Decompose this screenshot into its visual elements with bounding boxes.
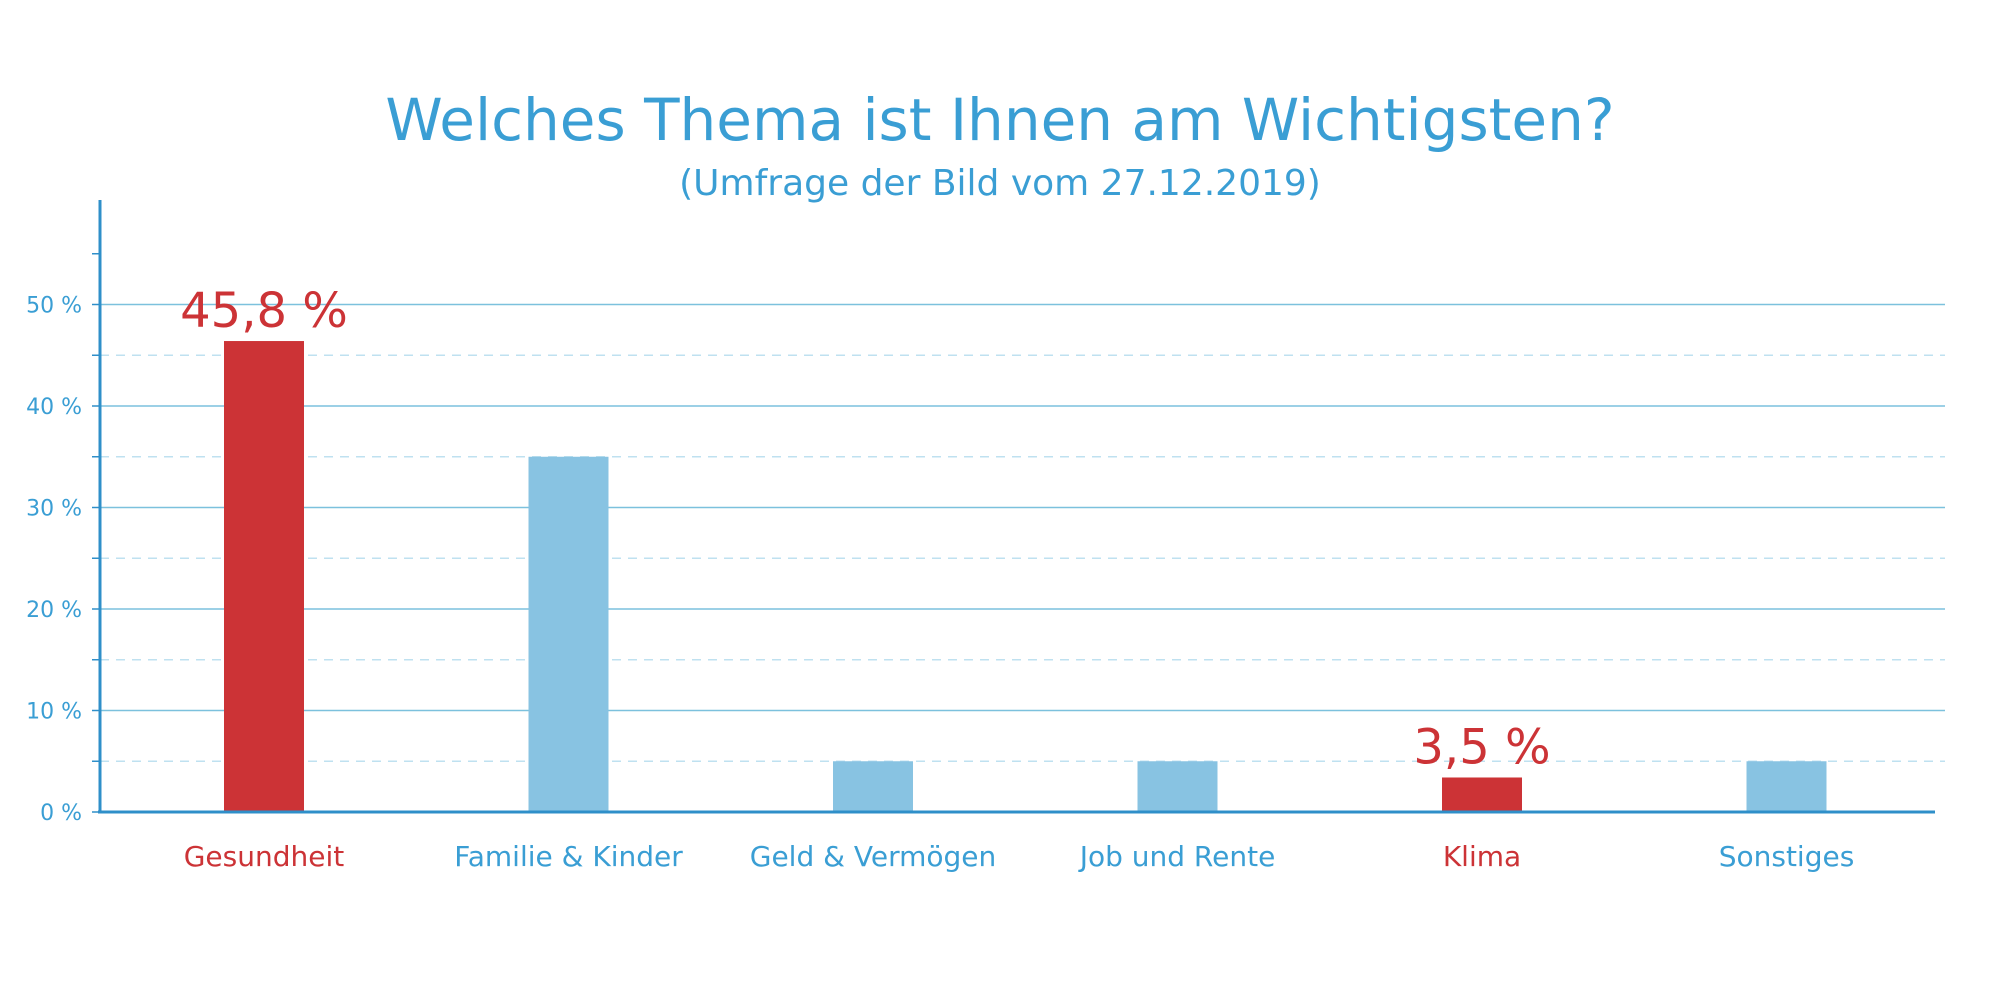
x-category-label: Sonstiges: [1719, 840, 1855, 873]
x-category-label: Job und Rente: [1078, 840, 1276, 873]
x-category-label: Familie & Kinder: [454, 840, 683, 873]
chart-subtitle: (Umfrage der Bild vom 27.12.2019): [679, 163, 1321, 204]
bar-sonstiges: [1746, 761, 1827, 812]
bar-value-label: 3,5 %: [1413, 719, 1550, 775]
y-tick-label: 0 %: [40, 801, 82, 826]
chart-title-group: Welches Thema ist Ihnen am Wichtigsten? …: [385, 86, 1614, 204]
x-category-label: Geld & Vermögen: [750, 840, 997, 873]
bar-job-und-rente: [1137, 761, 1218, 812]
gridlines: [100, 303, 1945, 762]
y-tick-label: 30 %: [26, 497, 82, 522]
chart-title: Welches Thema ist Ihnen am Wichtigsten?: [385, 86, 1614, 154]
axes: [92, 200, 1935, 814]
bar-gesundheit: [224, 341, 304, 812]
bar-value-label: 45,8 %: [180, 283, 348, 339]
y-tick-label: 50 %: [26, 294, 82, 319]
x-category-label: Gesundheit: [184, 840, 345, 873]
bars: [224, 341, 1827, 812]
bar-klima: [1442, 777, 1522, 812]
y-tick-label: 20 %: [26, 598, 82, 623]
bar-geld-vermögen: [833, 761, 913, 812]
y-tick-label: 40 %: [26, 395, 82, 420]
y-tick-label: 10 %: [26, 700, 82, 725]
x-category-label: Klima: [1443, 840, 1521, 873]
labels: 0 % 10 % 20 % 30 % 40 % 50 % Gesundheit 45,8 % F…: [26, 283, 1854, 873]
bar-familie-kinder: [528, 456, 609, 812]
